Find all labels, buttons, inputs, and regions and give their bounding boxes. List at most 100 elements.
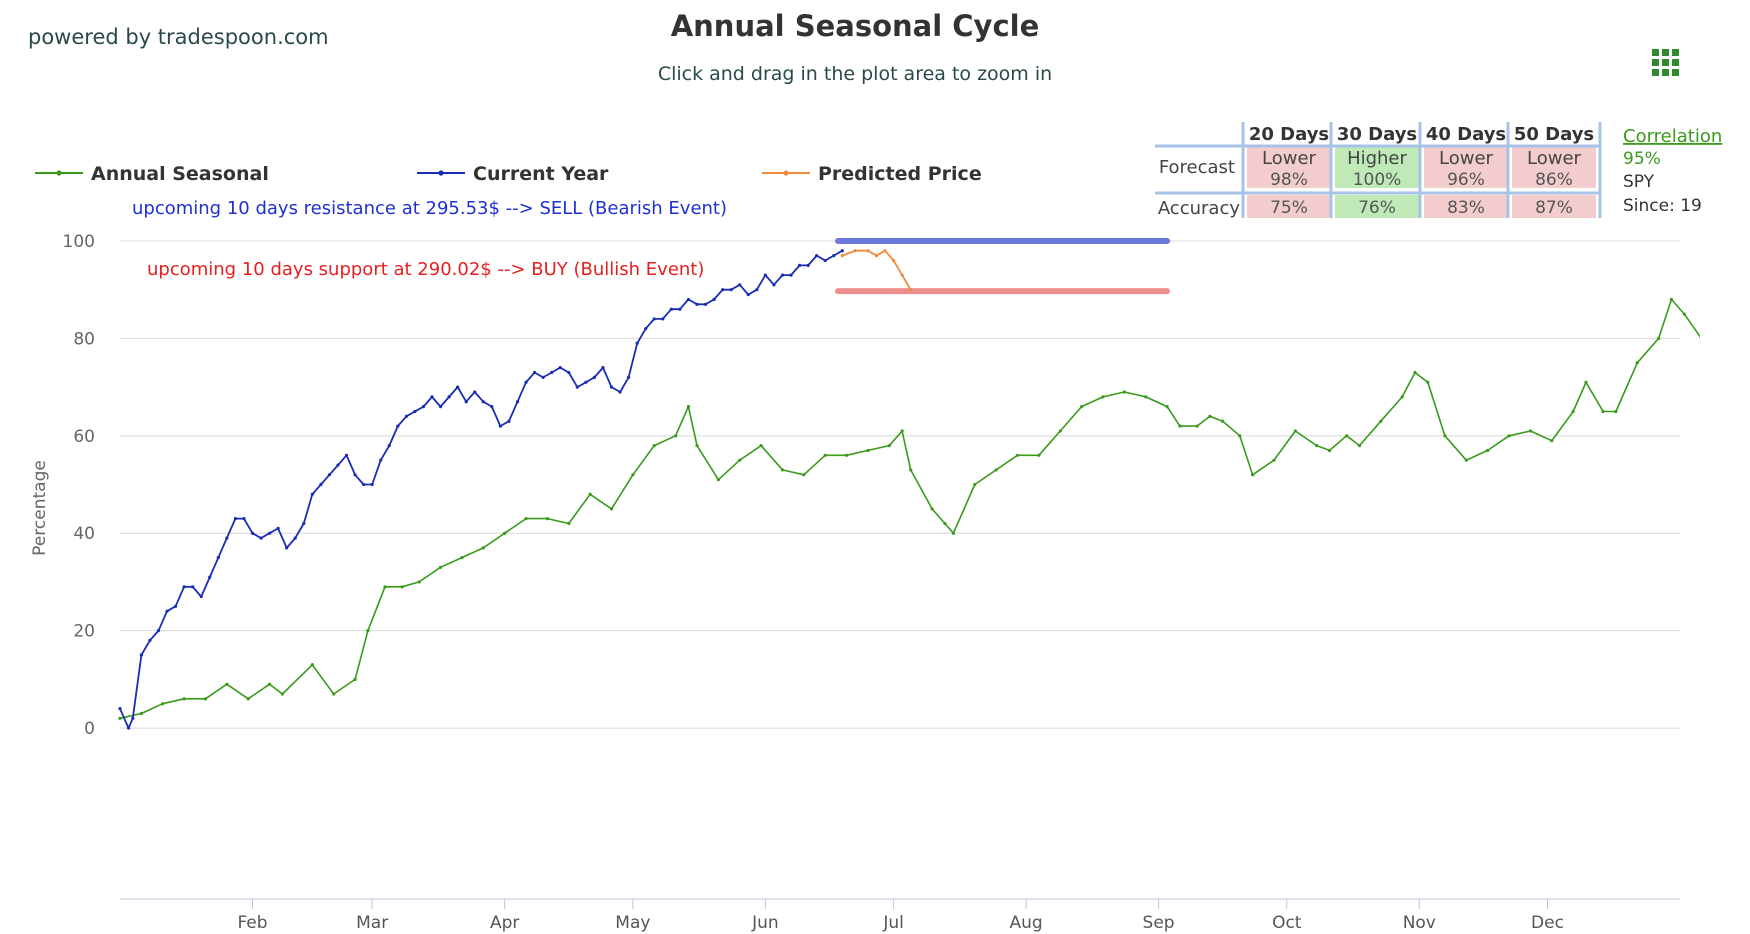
series-point — [1413, 370, 1417, 375]
series-point — [173, 604, 178, 608]
series-point — [404, 414, 408, 418]
series-point — [601, 366, 605, 370]
accuracy-value: 83% — [1447, 198, 1485, 218]
series-point — [438, 565, 443, 569]
series-point — [729, 288, 733, 292]
series-point — [746, 292, 750, 297]
legend-swatch-marker — [783, 170, 789, 176]
reference-lines — [835, 238, 1171, 295]
x-tick-label: Jun — [751, 913, 779, 933]
forecast-direction: Higher — [1347, 148, 1407, 169]
series-point — [139, 711, 143, 716]
series-point — [139, 653, 143, 657]
series-point — [233, 517, 237, 521]
series-point — [631, 473, 635, 477]
legend-swatch-marker — [56, 170, 62, 176]
series-point — [302, 521, 306, 526]
series-point — [588, 492, 592, 496]
series-point — [802, 473, 806, 477]
series-point — [276, 526, 280, 530]
chart-title: Annual Seasonal Cycle — [671, 9, 1040, 43]
series-point — [242, 517, 246, 521]
grid-menu-icon[interactable] — [1652, 49, 1679, 76]
forecast-probability: 98% — [1270, 170, 1308, 190]
x-tick-label: Feb — [237, 913, 267, 933]
x-tick-label: Aug — [1009, 913, 1042, 933]
series-point — [156, 629, 161, 633]
accuracy-value: 87% — [1535, 198, 1573, 218]
series-point — [118, 706, 122, 711]
x-tick-label: Nov — [1403, 913, 1436, 933]
series-point — [1195, 424, 1199, 428]
series-point — [366, 629, 370, 633]
forecast-cell-bg — [1335, 146, 1419, 188]
series-point — [1571, 409, 1575, 414]
series-point — [541, 375, 545, 379]
series-point — [1669, 297, 1674, 302]
series-point — [635, 341, 639, 345]
series-point — [866, 249, 870, 253]
series-point — [609, 507, 614, 511]
series-point — [567, 370, 571, 375]
y-tick-label: 20 — [73, 622, 95, 642]
accuracy-row-label: Accuracy — [1158, 198, 1241, 219]
accuracy-cell-bg — [1424, 195, 1508, 218]
correlation-link[interactable]: Correlation — [1623, 126, 1722, 147]
series-point — [1238, 434, 1242, 438]
series-point — [853, 249, 857, 253]
forecast-cell-bg — [1247, 146, 1331, 188]
series-point — [1614, 409, 1618, 414]
y-tick-label: 0 — [84, 719, 95, 739]
series-point — [203, 697, 208, 701]
series-point — [789, 273, 793, 277]
series-point — [759, 443, 763, 448]
series-point — [1426, 380, 1430, 384]
series-point — [866, 448, 870, 453]
grid-menu-cell — [1672, 59, 1679, 66]
series-point — [1721, 342, 1724, 345]
y-tick-label: 40 — [73, 524, 95, 544]
series-point — [1699, 337, 1700, 340]
series-point — [460, 555, 464, 560]
series-point — [738, 458, 742, 462]
branding-text[interactable]: powered by tradespoon.com — [28, 25, 329, 49]
x-tick-label: Dec — [1531, 913, 1564, 933]
accuracy-cell-bg — [1335, 195, 1419, 218]
series-point — [618, 390, 622, 394]
series-point — [1635, 361, 1639, 365]
series-line[interactable] — [119, 241, 1750, 720]
series-point — [400, 585, 404, 589]
series-point — [797, 263, 802, 267]
legend-item-label[interactable]: Predicted Price — [818, 163, 982, 185]
series-line[interactable] — [841, 249, 912, 291]
x-tick-label: Mar — [356, 913, 388, 933]
chart-legend[interactable]: Annual Seasonal Current Year Predicted Pri… — [35, 163, 982, 185]
series-point — [199, 594, 203, 599]
forecast-cell-bg — [1424, 146, 1508, 188]
series-point — [738, 283, 742, 287]
series-point — [524, 380, 528, 384]
series-point — [695, 302, 699, 306]
series-point — [524, 517, 528, 521]
chart-subtitle: Click and drag in the plot area to zoom … — [658, 63, 1052, 85]
legend-item-label[interactable]: Annual Seasonal — [91, 163, 269, 185]
series-point — [780, 468, 785, 472]
grid-menu-cell — [1652, 59, 1659, 66]
series-point — [267, 682, 272, 686]
series-point — [1208, 414, 1212, 418]
series-point — [1550, 439, 1554, 443]
series-point — [148, 638, 152, 642]
series-point — [1443, 434, 1447, 438]
series-point — [1601, 409, 1605, 414]
series-point — [930, 507, 934, 511]
series-point — [293, 536, 297, 540]
legend-item-label[interactable]: Current Year — [473, 163, 609, 185]
series-point — [661, 317, 665, 321]
forecast-cell-bg — [1512, 146, 1596, 188]
series-point — [1357, 443, 1362, 448]
grid-menu-cell — [1662, 59, 1669, 66]
series-point — [1293, 429, 1297, 433]
series-point — [353, 677, 357, 681]
series-line[interactable] — [119, 249, 843, 729]
